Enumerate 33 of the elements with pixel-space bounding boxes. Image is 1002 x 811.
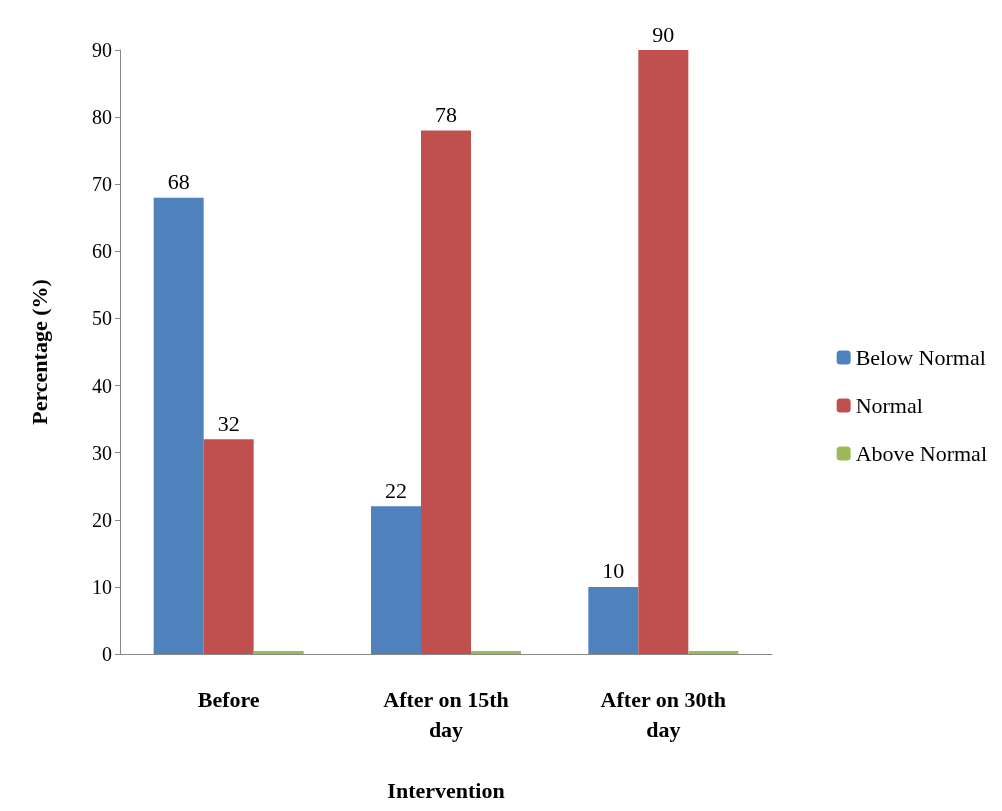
bar [253, 651, 304, 654]
y-tick-label: 70 [92, 173, 112, 196]
y-tick-label: 80 [92, 106, 112, 129]
y-tick-label: 60 [92, 240, 112, 263]
bar [688, 651, 739, 654]
data-label: 68 [167, 169, 190, 195]
x-axis-title: Intervention [387, 777, 505, 803]
data-label: 22 [385, 477, 407, 503]
bar [203, 439, 254, 654]
legend-label: Normal [855, 393, 923, 418]
bar [588, 586, 639, 654]
x-tick-label: After on 30th day [600, 686, 727, 742]
y-tick-label: 40 [92, 374, 112, 397]
bar [371, 506, 421, 654]
bar [421, 130, 471, 654]
data-label: 32 [217, 410, 240, 436]
data-label: 90 [652, 21, 675, 47]
legend-label: Above Normal [855, 441, 987, 466]
y-tick-label: 50 [92, 307, 112, 330]
y-tick-label: 20 [92, 508, 112, 531]
y-tick-label: 30 [92, 441, 112, 464]
data-label: 78 [435, 102, 457, 128]
legend-label: Below Normal [855, 345, 986, 370]
data-label: 10 [602, 558, 625, 584]
x-tick-label: After on 15th day [383, 686, 509, 742]
y-tick-label: 90 [92, 39, 112, 61]
y-tick-label: 10 [92, 575, 112, 598]
y-tick-label: 0 [102, 643, 112, 665]
bar [638, 50, 689, 654]
bar [153, 197, 204, 654]
y-axis-title: Percentage (%) [26, 279, 52, 425]
bar [471, 651, 521, 654]
x-tick-label: Before [197, 686, 260, 712]
